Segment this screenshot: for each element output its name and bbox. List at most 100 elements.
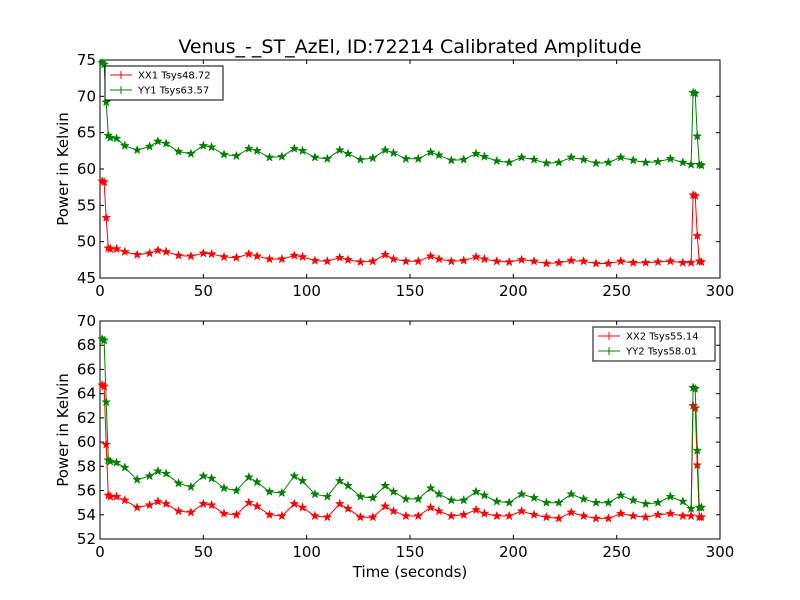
bottom-series-point (640, 498, 651, 509)
bottom-series-point (413, 493, 424, 504)
bottom-series-point (252, 476, 263, 487)
bottom-series-point (105, 456, 116, 466)
bottom-series-point (433, 488, 444, 499)
bottom-series-point (696, 511, 707, 522)
bottom-series-point (692, 445, 703, 455)
top-series-point (252, 250, 262, 261)
bottom-series-point (652, 509, 664, 520)
top-series-point (566, 255, 577, 265)
top-series-group (97, 57, 707, 268)
top-y-tick-label: 75 (77, 51, 96, 69)
top-series-point (696, 256, 707, 267)
top-series-point (161, 246, 172, 257)
bottom-series-point (446, 510, 457, 521)
top-series-point (144, 248, 155, 258)
top-series-point (615, 152, 626, 162)
top-series-point (218, 149, 230, 159)
bottom-series-point (541, 497, 552, 507)
top-x-tick-label: 150 (396, 282, 425, 300)
top-series-point (388, 147, 399, 158)
bottom-series-point (218, 482, 230, 493)
bottom-x-tick-label: 300 (706, 543, 735, 561)
bottom-series-point (578, 493, 589, 504)
bottom-series-point (677, 496, 688, 506)
top-series-point (692, 230, 703, 241)
bottom-series-point (400, 493, 411, 504)
top-series-point (590, 258, 602, 268)
top-series-point (198, 248, 209, 258)
top-series-point (578, 154, 589, 164)
top-y-tick-label: 65 (77, 124, 96, 142)
bottom-series-point (152, 465, 163, 476)
top-series-point (388, 253, 399, 264)
bottom-series-point (380, 480, 391, 491)
bottom-series-point (516, 505, 527, 516)
bottom-series-point (355, 491, 366, 501)
top-series-point (433, 149, 444, 160)
bottom-series-point (553, 513, 564, 523)
bottom-legend-label: YY2 Tsys58.01 (625, 347, 697, 358)
bottom-y-tick-label: 62 (77, 409, 96, 427)
top-series-point (504, 157, 515, 167)
bottom-legend-box (592, 326, 716, 362)
top-series-point (665, 256, 676, 266)
top-series-point (516, 254, 527, 265)
bottom-series-point (185, 481, 196, 492)
top-y-tick-label: 50 (77, 233, 96, 251)
bottom-series-point (388, 486, 399, 497)
top-series-point (471, 148, 482, 159)
top-y-tick-label: 70 (77, 87, 96, 105)
top-series-point (528, 256, 540, 266)
bottom-series-point (615, 490, 626, 500)
bottom-series-point (388, 505, 399, 516)
top-series-point (206, 248, 217, 259)
top-axis-ticks: 0 50 100 150 200 250 300 45 50 55 60 65 70 75 (77, 51, 734, 300)
bottom-series-point (252, 501, 262, 511)
bottom-series-point (541, 511, 552, 522)
top-series-point (652, 156, 664, 167)
bottom-series-point (297, 475, 308, 486)
top-series-point (367, 152, 378, 163)
bottom-series-point (690, 402, 701, 413)
bottom-series-point (458, 509, 469, 520)
top-series-point (132, 249, 143, 260)
bottom-series-point (425, 502, 436, 512)
bottom-y-tick-label: 58 (77, 457, 96, 475)
top-series-point (111, 133, 122, 143)
bottom-x-tick-label: 250 (602, 543, 631, 561)
top-series-point (692, 131, 703, 141)
bottom-series-point (665, 491, 676, 501)
bottom-series-point (111, 491, 122, 501)
bottom-series-point (516, 488, 527, 499)
bottom-series-point (603, 513, 614, 523)
top-series-point (231, 252, 242, 262)
top-series-point (289, 250, 300, 260)
top-legend: XX1 Tsys48.72 YY1 Tsys63.57 (104, 65, 224, 101)
bottom-series-point (119, 462, 130, 472)
top-series-point (322, 153, 333, 164)
top-series-point (696, 160, 707, 170)
top-series-point (690, 88, 701, 98)
bottom-series-point (380, 501, 391, 511)
top-series-point (297, 145, 308, 156)
bottom-series-point (491, 496, 502, 506)
top-series-point (231, 150, 242, 161)
bottom-series-point (566, 488, 577, 499)
top-series-point (309, 152, 320, 162)
top-series-point (380, 144, 391, 155)
bottom-y-tick-label: 52 (77, 530, 96, 548)
bottom-legend-label: XX2 Tsys55.14 (626, 332, 699, 343)
top-series-point (652, 256, 664, 267)
top-series-point (446, 256, 457, 266)
top-x-tick-label: 200 (499, 282, 528, 300)
top-series-point (425, 147, 436, 157)
top-y-axis-label: Power in Kelvin (54, 112, 72, 226)
top-x-tick-label: 0 (95, 282, 105, 300)
top-series-point (425, 250, 436, 261)
bottom-series-point (342, 480, 354, 491)
bottom-series-point (144, 499, 155, 510)
top-series-point (264, 253, 275, 264)
bottom-axis-ticks: 0 50 100 150 200 250 300 52 54 56 58 60 62 64 66 68 70 (77, 312, 734, 561)
top-series-point (541, 258, 552, 268)
bottom-series-point (161, 468, 172, 478)
